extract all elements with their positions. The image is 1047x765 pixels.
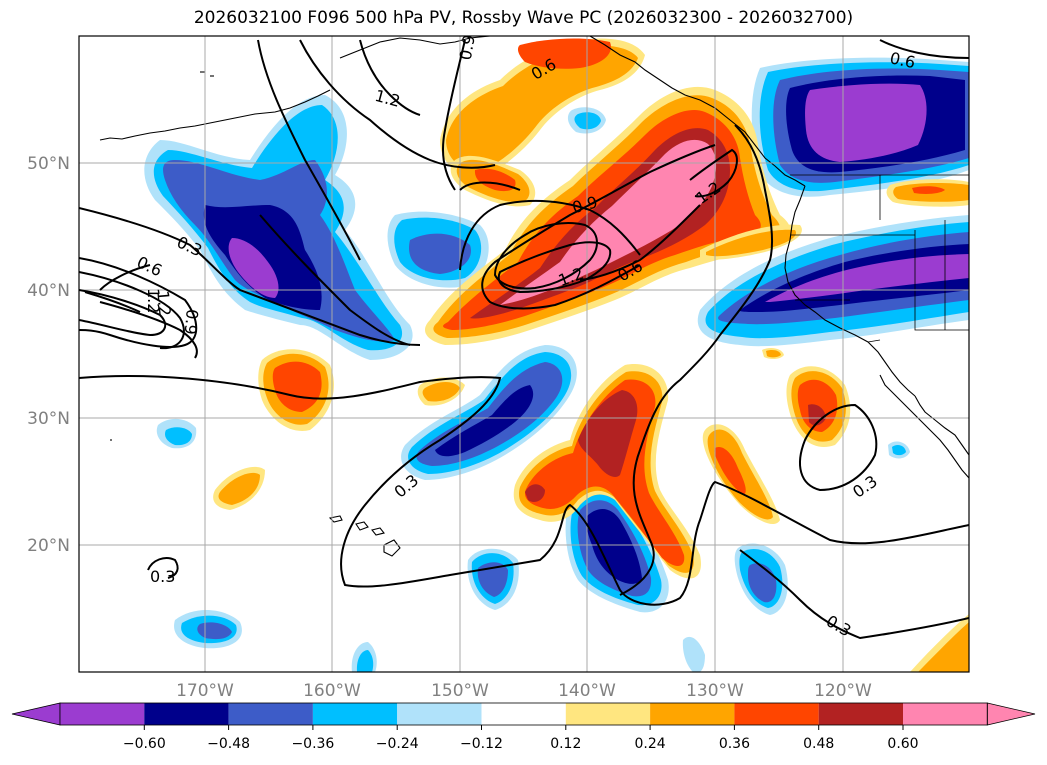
negative-anomaly-mid — [387, 211, 489, 288]
colorbar-tick-label: −0.36 — [291, 736, 334, 752]
latitude-labels: 50°N 40°N 30°N 20°N — [27, 154, 70, 556]
colorbar-segment — [650, 703, 735, 725]
colorbar-segment — [818, 703, 903, 725]
colorbar-segment — [397, 703, 482, 725]
colorbar-segment — [903, 703, 988, 725]
lon-label: 170°W — [176, 681, 234, 701]
colorbar-extend-min — [11, 702, 61, 726]
colorbar-segment — [144, 703, 229, 725]
lon-label: 150°W — [431, 681, 489, 701]
colorbar-segment — [481, 703, 566, 725]
contour-label: 1.2 — [153, 290, 174, 317]
lat-label: 40°N — [27, 281, 70, 301]
contour-label: 0.3 — [150, 567, 175, 586]
contour-label: 1.2 — [144, 288, 163, 313]
colorbar-tick-label: −0.24 — [376, 736, 419, 752]
colorbar-tick-label: −0.60 — [123, 736, 166, 752]
colorbar-segment — [734, 703, 819, 725]
longitude-labels: 170°W 160°W 150°W 140°W 130°W 120°W — [176, 681, 872, 701]
negative-anomaly-ne — [751, 57, 969, 197]
pv-contours — [79, 39, 969, 640]
pv-anomaly-fills — [144, 38, 969, 672]
negative-anomaly-east-band — [697, 215, 969, 347]
positive-anomaly-baja — [786, 366, 851, 448]
grid-lines — [79, 36, 969, 672]
positive-anomaly-west — [258, 349, 334, 431]
colorbar-segment — [565, 703, 651, 725]
map-title: 2026032100 F096 500 hPa PV, Rossby Wave … — [193, 8, 854, 28]
lon-label: 160°W — [303, 681, 361, 701]
negative-anomaly-nw — [144, 95, 413, 360]
colorbar: −0.60 −0.48 −0.36 −0.24 −0.12 0.12 0.24 … — [11, 702, 1036, 752]
colorbar-tick-label: 0.48 — [803, 736, 834, 752]
colorbar-segment — [228, 703, 313, 725]
colorbar-tick-label: 0.12 — [550, 736, 581, 752]
contour-label: 0.9 — [181, 308, 202, 335]
political-borders — [790, 174, 969, 343]
colorbar-extend-max — [986, 702, 1036, 726]
contour-label: 0.6 — [888, 48, 917, 72]
map-frame — [78, 35, 970, 673]
lat-label: 30°N — [27, 409, 70, 429]
positive-anomaly-north — [440, 38, 645, 179]
colorbar-segment — [60, 703, 145, 725]
lon-label: 130°W — [686, 681, 744, 701]
lat-label: 50°N — [27, 154, 70, 174]
colorbar-segment — [312, 703, 398, 725]
negative-anomaly-south — [565, 485, 669, 613]
colorbar-tick-label: −0.12 — [460, 736, 503, 752]
lon-label: 140°W — [558, 681, 616, 701]
colorbar-tick-label: 0.24 — [635, 736, 666, 752]
lon-label: 120°W — [814, 681, 872, 701]
colorbar-tick-label: −0.48 — [207, 736, 250, 752]
contour-label: 0.9 — [456, 33, 479, 61]
colorbar-tick-label: 0.60 — [887, 736, 918, 752]
lat-label: 20°N — [27, 536, 70, 556]
colorbar-tick-label: 0.36 — [719, 736, 750, 752]
